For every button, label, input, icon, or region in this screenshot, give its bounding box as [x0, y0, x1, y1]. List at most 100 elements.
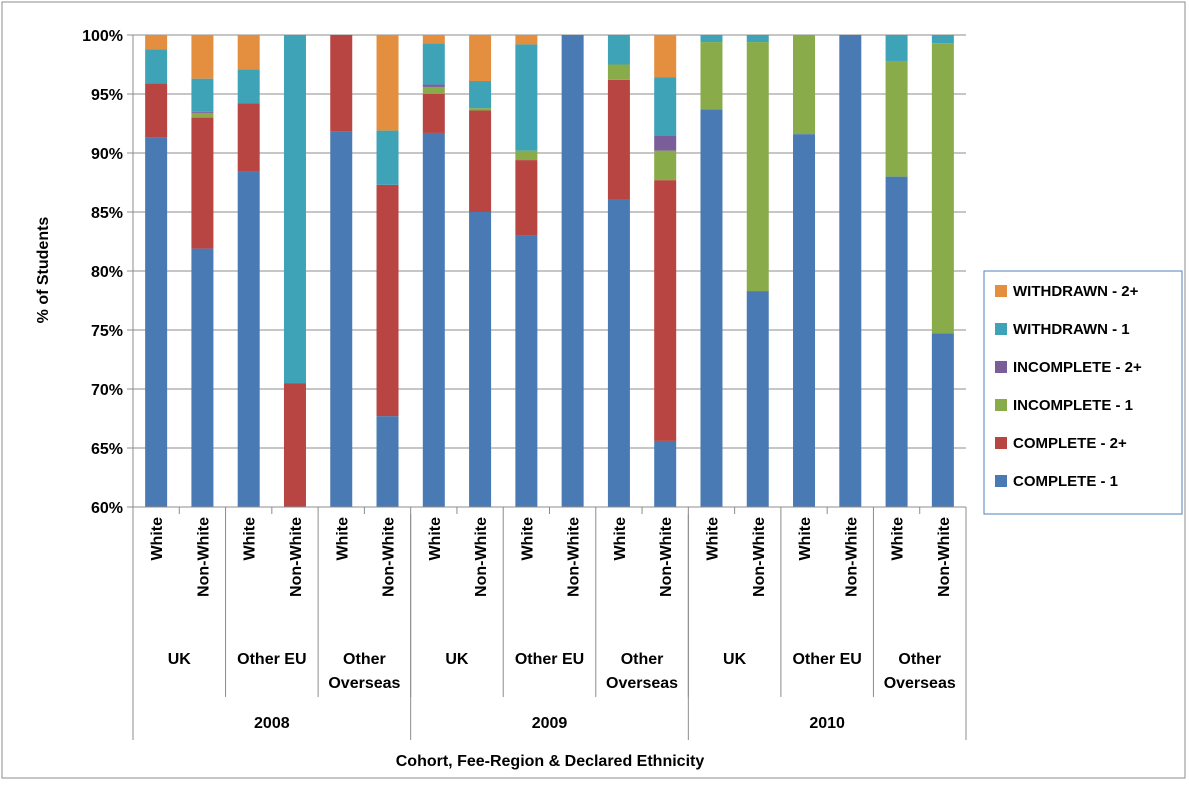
bar-segment-complete-1: [607, 199, 630, 507]
bar-segment-withdrawn-2: [145, 35, 168, 50]
bar-segment-complete-1: [561, 35, 584, 507]
bar-segment-complete-1: [931, 333, 954, 507]
x-tick-label: White: [704, 517, 721, 561]
y-tick-label: 100%: [82, 28, 123, 45]
bar-segment-complete-2: [422, 94, 445, 133]
bars: [145, 35, 954, 507]
bar-segment-withdrawn-1: [237, 69, 260, 104]
bar-segment-withdrawn-1: [283, 35, 306, 384]
bar-segment-incomplete-1: [469, 108, 492, 111]
x-axis-label: Cohort, Fee-Region & Declared Ethnicity: [396, 753, 705, 770]
bar-segment-incomplete-2: [422, 84, 445, 87]
fee-region-label: Other EU: [515, 651, 584, 668]
bar-segment-complete-2: [145, 83, 168, 138]
fee-region-label: UK: [723, 651, 747, 668]
x-tick-label: Non-White: [195, 517, 212, 597]
legend-swatch: [995, 323, 1007, 335]
bar-segment-withdrawn-1: [607, 35, 630, 65]
fee-region-label: Other Overseas: [606, 651, 678, 692]
bar-segment-incomplete-1: [931, 43, 954, 334]
y-axis-label: % of Students: [35, 217, 52, 324]
bar-segment-withdrawn-2: [515, 35, 538, 45]
bar-segment-withdrawn-2: [376, 35, 399, 131]
legend-box: [983, 270, 1183, 515]
bar-segment-complete-2: [330, 35, 353, 132]
bar-segment-complete-1: [191, 248, 214, 507]
x-tick-label: White: [612, 517, 629, 561]
legend-swatch: [995, 399, 1007, 411]
bar-segment-withdrawn-2: [237, 35, 260, 70]
bar-segment-withdrawn-1: [515, 44, 538, 151]
bar-segment-complete-1: [515, 235, 538, 507]
legend-label: INCOMPLETE - 2+: [1013, 359, 1142, 376]
bar-segment-withdrawn-1: [422, 43, 445, 85]
fee-region-label: Other EU: [237, 651, 306, 668]
y-tick-label: 90%: [91, 146, 123, 163]
bar-segment-withdrawn-1: [145, 49, 168, 84]
fee-region-label: UK: [168, 651, 192, 668]
bar-segment-complete-2: [469, 110, 492, 212]
x-tick-label: White: [242, 517, 259, 561]
x-tick-label: Non-White: [658, 517, 675, 597]
cohort-label: 2008: [254, 715, 290, 732]
bar-segment-withdrawn-1: [746, 35, 769, 43]
bar-segment-complete-1: [885, 176, 908, 507]
legend-swatch: [995, 437, 1007, 449]
x-tick-label: Non-White: [751, 517, 768, 597]
bar-segment-complete-1: [793, 134, 816, 507]
bar-segment-complete-1: [376, 416, 399, 507]
bar-segment-complete-1: [839, 35, 862, 507]
x-tick-label: Non-White: [473, 517, 490, 597]
legend-swatch: [995, 361, 1007, 373]
bar-segment-withdrawn-1: [654, 77, 677, 136]
bar-segment-complete-1: [654, 440, 677, 507]
y-tick-label: 85%: [91, 205, 123, 222]
x-tick-label: White: [890, 517, 907, 561]
y-tick-label: 70%: [91, 382, 123, 399]
gridlines: [133, 34, 966, 449]
bar-segment-withdrawn-1: [931, 35, 954, 44]
y-tick-label: 75%: [91, 323, 123, 340]
bar-segment-complete-2: [237, 103, 260, 172]
bar-segment-complete-1: [469, 212, 492, 507]
bar-segment-complete-2: [376, 184, 399, 417]
category-axis: White Non-White White Non-White White Non-Whi…: [132, 507, 967, 740]
legend-swatch: [995, 285, 1007, 297]
legend-label: COMPLETE - 2+: [1013, 435, 1127, 452]
y-tick-label: 80%: [91, 264, 123, 281]
bar-segment-withdrawn-1: [885, 35, 908, 61]
x-tick-label: Non-White: [843, 517, 860, 597]
cohort-label: 2010: [809, 715, 845, 732]
bar-segment-withdrawn-2: [654, 35, 677, 78]
bar-segment-complete-1: [700, 109, 723, 507]
bar-segment-incomplete-1: [191, 112, 214, 118]
bar-segment-withdrawn-2: [469, 35, 492, 82]
bar-segment-withdrawn-1: [376, 130, 399, 185]
bar-segment-complete-2: [191, 117, 214, 249]
bar-segment-withdrawn-2: [422, 35, 445, 44]
bar-segment-complete-2: [283, 383, 306, 507]
y-tick-label: 95%: [91, 87, 123, 104]
fee-region-label: Other Overseas: [328, 651, 400, 692]
x-tick-label: White: [519, 517, 536, 561]
bar-segment-withdrawn-1: [191, 78, 214, 112]
x-tick-label: White: [149, 517, 166, 561]
bar-segment-incomplete-1: [793, 35, 816, 135]
legend-label: WITHDRAWN - 2+: [1013, 283, 1139, 300]
x-tick-label: White: [334, 517, 351, 561]
bar-segment-incomplete-1: [607, 64, 630, 80]
fee-region-label: Other EU: [792, 651, 861, 668]
x-tick-label: White: [427, 517, 444, 561]
bar-segment-incomplete-1: [654, 150, 677, 181]
bar-segment-incomplete-1: [885, 60, 908, 177]
y-tick-label: 65%: [91, 441, 123, 458]
legend-label: INCOMPLETE - 1: [1013, 397, 1133, 414]
bar-segment-complete-1: [746, 291, 769, 507]
legend-swatch: [995, 475, 1007, 487]
legend: WITHDRAWN - 2+ WITHDRAWN - 1 INCOMPLETE - …: [983, 270, 1183, 515]
x-tick-label: White: [797, 517, 814, 561]
bar-segment-withdrawn-1: [700, 35, 723, 43]
bar-segment-incomplete-2: [191, 111, 214, 113]
